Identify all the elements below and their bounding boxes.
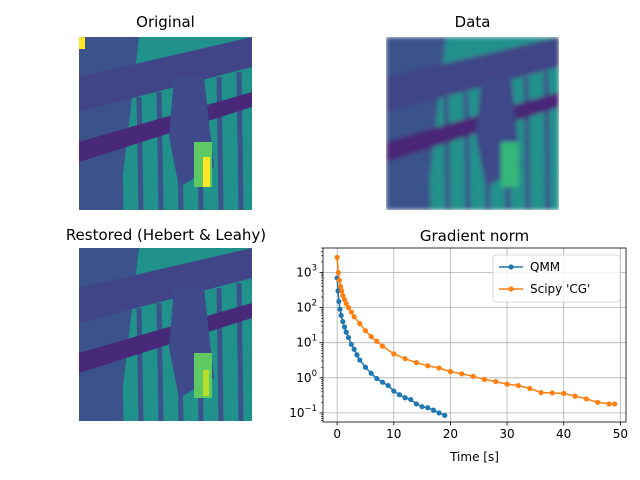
data-point-qmm	[348, 341, 354, 347]
y-tick-label: 102	[296, 299, 317, 315]
data-point-cg	[425, 363, 431, 369]
legend: QMM Scipy 'CG'	[492, 254, 621, 303]
data-point-cg	[379, 343, 386, 349]
chart-title: Gradient norm	[420, 227, 529, 245]
x-tick-label: 10	[386, 427, 401, 441]
y-tick-label: 10−1	[289, 404, 317, 420]
data-point-cg	[368, 333, 374, 340]
data-point-cg	[362, 328, 369, 334]
data-point-cg	[413, 360, 420, 366]
x-tick-label: 40	[556, 427, 571, 441]
data-point-qmm	[343, 329, 349, 335]
data-point-cg	[595, 399, 601, 405]
data-point-qmm	[357, 357, 363, 363]
data-point-cg	[391, 351, 397, 357]
data-point-cg	[481, 376, 488, 383]
data-point-qmm	[335, 288, 341, 294]
data-point-qmm	[379, 379, 386, 385]
data-point-qmm	[430, 407, 437, 413]
x-tick-label: 50	[613, 427, 628, 441]
data-point-qmm	[408, 396, 414, 403]
data-point-cg	[572, 393, 578, 399]
legend-marker-cg	[508, 286, 514, 292]
data-point-qmm	[419, 404, 425, 410]
original-image	[79, 37, 252, 210]
data-point-qmm	[337, 306, 343, 312]
data-point-qmm	[442, 412, 448, 418]
data-point-cg	[402, 356, 408, 362]
data-point-cg	[447, 369, 454, 375]
data-point-qmm	[341, 324, 348, 330]
data-title: Data	[454, 13, 491, 31]
data-point-cg	[527, 385, 533, 391]
restored-title: Restored (Hebert & Leahy)	[65, 226, 267, 244]
data-point-cg	[348, 309, 354, 315]
data-point-qmm	[340, 318, 346, 325]
data-point-qmm	[385, 382, 391, 389]
data-point-qmm	[391, 388, 397, 394]
data-point-qmm	[425, 405, 431, 411]
restored-image	[79, 248, 252, 421]
x-tick-label: 20	[443, 427, 458, 441]
data-point-cg	[606, 401, 612, 407]
data-point-cg	[561, 390, 567, 396]
data-point-qmm	[345, 334, 352, 341]
data-point-cg	[459, 371, 465, 377]
legend-label-cg: Scipy 'CG'	[530, 282, 590, 296]
data-point-cg	[357, 321, 363, 327]
data-point-cg	[341, 296, 348, 303]
data-point-cg	[504, 381, 510, 387]
data-point-cg	[549, 390, 555, 396]
y-tick-label: 103	[296, 264, 317, 280]
data-point-qmm	[338, 312, 344, 319]
data-point-cg	[339, 288, 345, 294]
data-point-qmm	[374, 375, 380, 382]
data-point-cg	[351, 314, 357, 320]
data-point-cg	[335, 269, 341, 276]
original-title: Original	[136, 13, 195, 31]
data-point-cg	[538, 389, 544, 396]
data-point-cg	[374, 338, 380, 344]
plot-frame	[322, 247, 627, 423]
data-point-cg	[583, 396, 589, 402]
data-point-cg	[334, 254, 340, 260]
data-point-cg	[515, 382, 521, 389]
data-point-qmm	[368, 370, 374, 376]
y-tick-label: 101	[296, 334, 317, 350]
data-point-cg	[493, 378, 499, 385]
data-point-qmm	[396, 392, 403, 398]
data-point-qmm	[354, 352, 360, 358]
data-point-qmm	[413, 401, 420, 407]
y-tick-label: 100	[296, 369, 317, 385]
data-point-cg	[336, 277, 343, 283]
data-point-qmm	[402, 395, 408, 401]
data-point-cg	[337, 283, 344, 290]
x-axis-label: Time [s]	[449, 450, 499, 464]
data-point-qmm	[362, 364, 369, 370]
data-point-qmm	[336, 298, 342, 305]
legend-box	[492, 254, 621, 303]
data-point-cg	[612, 401, 618, 407]
legend-marker-qmm	[508, 264, 514, 270]
data-point-cg	[345, 305, 352, 311]
data-point-cg	[340, 293, 346, 299]
data-point-cg	[343, 301, 349, 307]
data-image	[386, 37, 559, 210]
x-tick-label: 30	[499, 427, 514, 441]
series-line-qmm	[336, 277, 446, 417]
data-point-cg	[436, 365, 442, 371]
legend-label-qmm: QMM	[530, 260, 560, 274]
data-point-cg	[470, 373, 476, 379]
x-tick-label: 0	[333, 427, 341, 441]
data-point-qmm	[436, 410, 442, 416]
data-point-qmm	[351, 346, 357, 352]
